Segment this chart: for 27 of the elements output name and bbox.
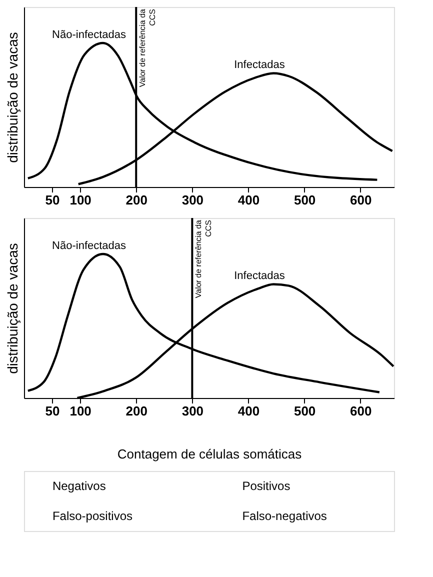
y-axis-title: distribuição de vacas <box>4 243 20 374</box>
x-tick-label: 500 <box>294 192 316 208</box>
x-axis-title: Contagem de células somáticas <box>117 446 302 462</box>
x-tick-label: 300 <box>182 404 204 418</box>
x-tick-label: 600 <box>350 404 372 418</box>
x-tick-label: 100 <box>70 192 92 208</box>
text: Positivos <box>242 479 290 493</box>
x-tick-label: 400 <box>238 192 260 208</box>
x-tick-label: 50 <box>45 192 60 208</box>
series-label: Não-infectadas <box>52 240 127 252</box>
x-tick-label: 100 <box>70 404 92 418</box>
x-tick-label: 400 <box>238 404 260 418</box>
series-label: Não-infectadas <box>52 29 127 41</box>
text: Falso-negativos <box>242 509 327 523</box>
y-axis-title: distribuição de vacas <box>4 32 20 163</box>
series-label: Infectadas <box>234 270 286 282</box>
x-tick-label: 50 <box>45 404 60 418</box>
text: Falso-positivos <box>52 509 132 523</box>
x-tick-label: 500 <box>294 404 316 418</box>
x-tick-label: 600 <box>350 192 372 208</box>
text: Negativos <box>52 479 106 493</box>
ref-line-label: Valor de referência da CCS <box>194 219 214 298</box>
ref-line-label: Valor de referência da CCS <box>138 8 158 88</box>
x-tick-label: 200 <box>126 192 148 208</box>
x-tick-label: 300 <box>182 192 204 208</box>
x-tick-label: 200 <box>126 404 148 418</box>
series-label: Infectadas <box>234 59 286 72</box>
